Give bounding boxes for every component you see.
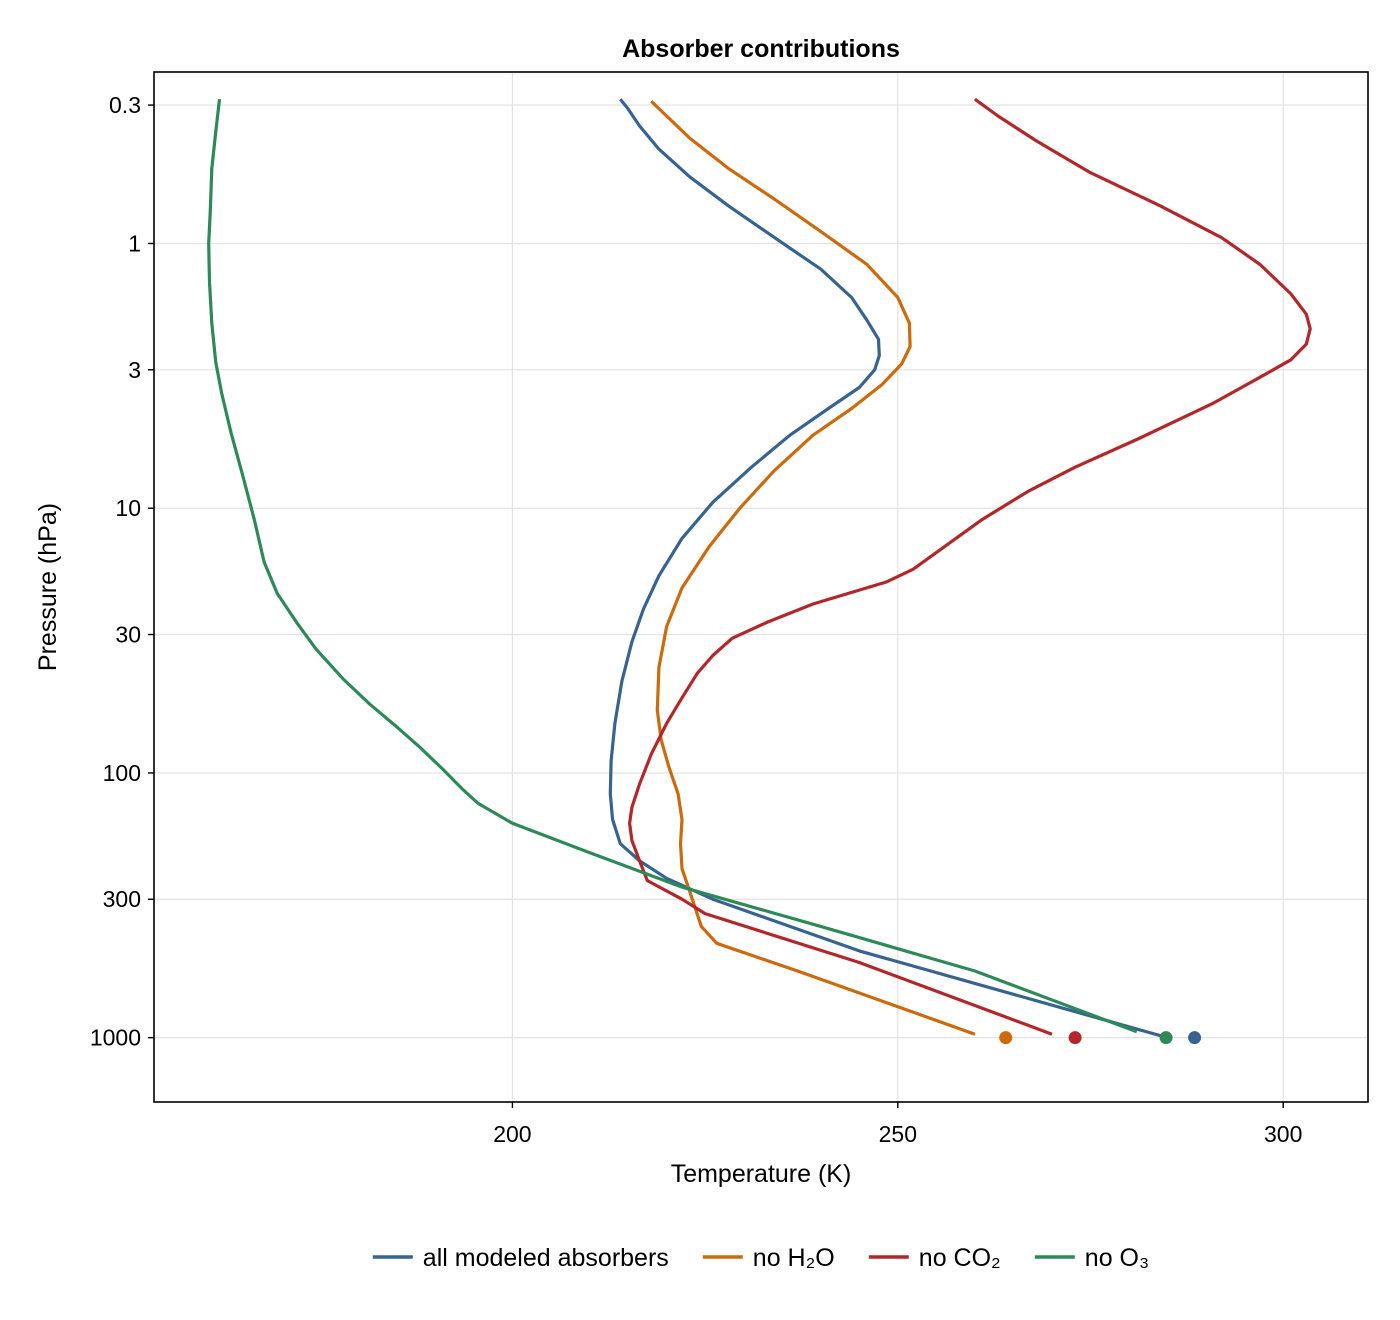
legend-item-0: all modeled absorbers	[372, 1244, 669, 1272]
series-line-0	[608, 98, 1169, 1040]
y-axis-label: Pressure (hPa)	[34, 503, 62, 671]
series-line-1	[650, 100, 976, 1036]
legend-label: all modeled absorbers	[423, 1244, 669, 1272]
chart-title: Absorber contributions	[622, 35, 900, 63]
surface-point-3	[1159, 1031, 1173, 1045]
y-tick-label: 300	[103, 886, 141, 912]
legend-item-1: no H₂O	[702, 1244, 835, 1272]
tick-layer: 200 250 300 0.3 1 3 10 30 100 300 1000	[90, 92, 1303, 1147]
y-tick-label: 1000	[90, 1025, 141, 1051]
legend-label: no CO₂	[919, 1244, 1001, 1272]
legend-label: no H₂O	[753, 1244, 835, 1272]
plot-frame	[153, 71, 1369, 1103]
y-tick-label: 10	[115, 495, 141, 521]
surface-point-1	[999, 1031, 1013, 1045]
y-tick-label: 30	[115, 622, 141, 648]
legend-item-2: no CO₂	[868, 1244, 1001, 1272]
surface-point-0	[1188, 1031, 1202, 1045]
y-tick-label: 3	[128, 357, 141, 383]
legend-label: no O₃	[1085, 1244, 1149, 1272]
y-tick-label: 1	[128, 230, 141, 256]
y-tick-label: 0.3	[109, 92, 141, 118]
legend: all modeled absorbers no H₂O no CO₂ no O₃	[372, 1244, 1149, 1272]
legend-item-3: no O₃	[1034, 1244, 1149, 1272]
y-tick-label: 100	[103, 760, 141, 786]
surface-point-2	[1068, 1031, 1082, 1045]
x-tick-label: 250	[879, 1121, 917, 1147]
series-layer	[207, 97, 1312, 1045]
series-line-2	[628, 97, 1312, 1036]
x-axis-label: Temperature (K)	[671, 1160, 852, 1188]
x-tick-label: 300	[1264, 1121, 1302, 1147]
x-tick-label: 200	[493, 1121, 531, 1147]
grid-layer	[154, 72, 1368, 1102]
series-line-3	[207, 99, 1138, 1034]
